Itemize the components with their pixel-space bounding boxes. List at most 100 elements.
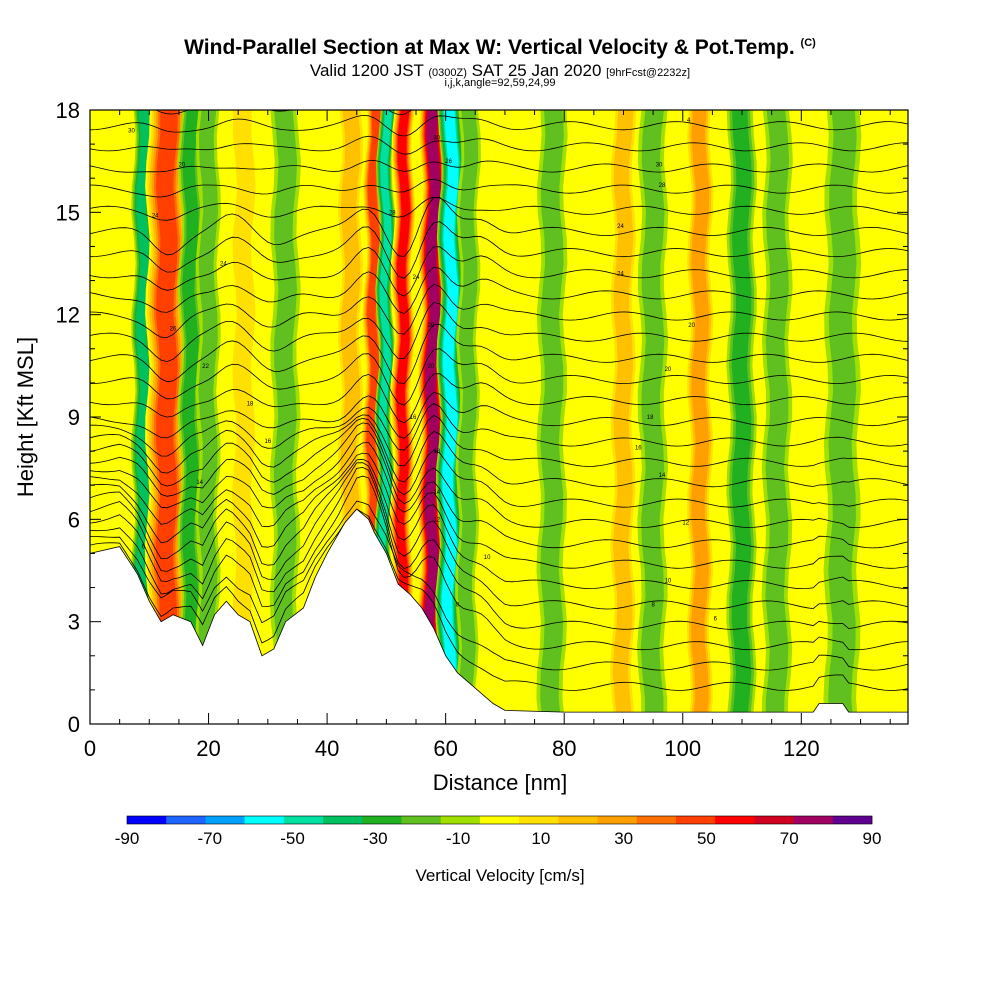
isentrope-label: 18 <box>433 449 440 455</box>
section-params: i,j,k,angle=92,59,24,99 <box>444 77 556 89</box>
isentrope-line <box>90 392 908 439</box>
isentrope-labels: 30 20 24 24 26 22 18 16 14 6 30 26 28 24 20 20 16 18 14 12 1… <box>128 118 718 622</box>
velocity-column-4 <box>228 110 260 724</box>
colorbar-label: Vertical Velocity [cm/s] <box>415 866 584 885</box>
isentrope-line <box>90 417 908 488</box>
velocity-band <box>231 110 256 724</box>
velocity-band <box>198 110 218 724</box>
isentrope-label: 8 <box>651 603 655 609</box>
isentrope-label: 14 <box>659 473 666 479</box>
velocity-column-18 <box>761 110 793 724</box>
colorbar-swatch <box>401 816 441 824</box>
isentrope-line <box>90 302 908 363</box>
isentrope-label: 10 <box>484 555 491 561</box>
colorbar-swatch <box>127 816 167 824</box>
y-tick-label: 15 <box>56 200 80 225</box>
isentrope-line <box>90 196 908 221</box>
isentrope-label: 12 <box>682 521 689 527</box>
colorbar-tick-label: 50 <box>697 829 716 848</box>
isentrope-label: 30 <box>433 135 440 141</box>
velocity-band <box>828 110 857 724</box>
colorbar-swatch <box>479 816 520 824</box>
plot-area: 30 20 24 24 26 22 18 16 14 6 30 26 28 24 20 20 16 18 14 12 1… <box>90 110 908 724</box>
colorbar-swatch <box>244 816 285 824</box>
x-tick-label: 40 <box>315 736 339 761</box>
velocity-column-5 <box>269 110 301 724</box>
isentrope-line <box>90 452 908 569</box>
isentrope-label: 10 <box>665 579 672 585</box>
isentrope-line <box>90 266 908 314</box>
isentrope-label: 20 <box>665 367 672 373</box>
valid-time: Valid 1200 JST <box>309 61 424 80</box>
colorbar-tick-label: -70 <box>197 829 222 848</box>
isentrope-line <box>90 422 908 508</box>
velocity-column-17 <box>726 110 758 724</box>
colorbar-swatch <box>283 816 324 824</box>
x-tick-label: 0 <box>84 736 96 761</box>
isentrope-line <box>90 159 908 173</box>
chart-title-main: Wind-Parallel Section at Max W: Vertical… <box>184 36 795 59</box>
colorbar-swatch <box>440 816 481 824</box>
x-tick-label: 60 <box>433 736 457 761</box>
isentrope-label: 16 <box>410 415 417 421</box>
isentrope-label: 12 <box>433 517 440 523</box>
x-tick-label: 20 <box>196 736 220 761</box>
isentrope-label: 24 <box>617 272 624 278</box>
velocity-column-14 <box>607 110 639 724</box>
isentrope-label: 26 <box>445 159 452 165</box>
colorbar-swatch <box>362 816 402 824</box>
velocity-band <box>765 110 790 724</box>
colorbar-tick-label: 10 <box>531 829 550 848</box>
x-tick-label: 120 <box>783 736 820 761</box>
isentrope-line <box>90 178 908 198</box>
velocity-band <box>394 110 411 724</box>
x-axis-label: Distance [nm] <box>433 770 568 795</box>
isentrope-label: 24 <box>617 224 624 230</box>
isentrope-line <box>90 500 908 671</box>
colorbar-swatch <box>519 816 559 824</box>
copyright-mark: (C) <box>800 37 816 49</box>
y-tick-label: 6 <box>68 507 80 532</box>
isentrope-label: 6 <box>142 545 146 551</box>
velocity-column-15 <box>637 110 669 724</box>
chart-title: Wind-Parallel Section at Max W: Vertical… <box>0 36 1000 60</box>
colorbar-swatch <box>166 816 206 824</box>
isentrope-label: 28 <box>389 210 396 216</box>
isentrope-line <box>90 196 908 257</box>
isentrope-label: 26 <box>170 326 177 332</box>
isentrope-line <box>90 114 908 137</box>
isentrope-line <box>90 283 908 338</box>
isentrope-line <box>90 323 908 384</box>
velocity-band <box>135 110 151 724</box>
y-tick-label: 12 <box>56 303 80 328</box>
valid-date: SAT 25 Jan 2020 <box>471 61 602 80</box>
velocity-band <box>691 110 710 724</box>
colorbar-tick-label: -30 <box>363 829 388 848</box>
y-tick-label: 3 <box>68 610 80 635</box>
colorbar-swatch <box>754 816 794 824</box>
isentrope-label: 20 <box>179 163 186 169</box>
velocity-band <box>640 110 665 724</box>
velocity-column-9 <box>388 110 417 724</box>
y-tick-label: 0 <box>68 712 80 737</box>
colorbar-swatch <box>793 816 834 824</box>
isentrope-line <box>90 221 908 279</box>
isentrope-line <box>90 442 908 549</box>
isentrope-line <box>90 414 908 474</box>
isentrope-label: 6 <box>714 616 718 622</box>
forecast-info: [9hrFcst@2232z] <box>606 67 691 79</box>
colorbar-swatch <box>597 816 638 824</box>
velocity-column-3 <box>195 110 222 724</box>
y-axis-label: Height [Kft MSL] <box>13 337 38 497</box>
velocity-column-13 <box>536 110 568 724</box>
isentrope-label: 30 <box>128 128 135 134</box>
velocity-band <box>731 110 752 724</box>
velocity-band <box>181 110 199 724</box>
colorbar-tick-label: -10 <box>446 829 471 848</box>
velocity-column-16 <box>684 110 716 724</box>
colorbar-tick-label: -50 <box>280 829 305 848</box>
isentrope-label: 14 <box>433 490 440 496</box>
colorbar-swatch <box>675 816 716 824</box>
colorbar-tick-label: -90 <box>115 829 140 848</box>
colorbar-tick-label: 70 <box>780 829 799 848</box>
